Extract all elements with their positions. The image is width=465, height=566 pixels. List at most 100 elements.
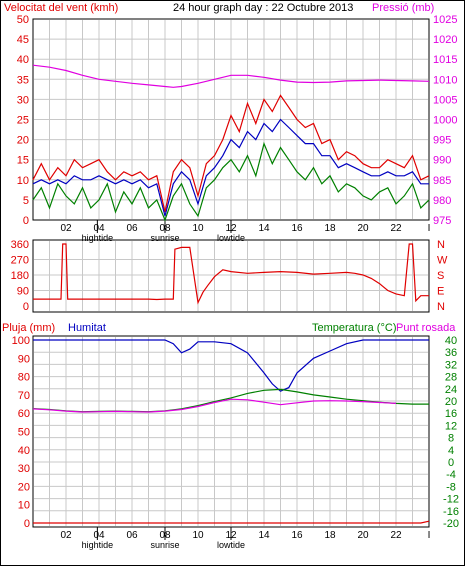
rain-humidity-tick-label: 0: [24, 518, 30, 530]
event-label-sunrise: sunrise: [150, 540, 179, 550]
x-tick-label: 06: [126, 530, 138, 541]
temperature-tick-label: -8: [446, 481, 456, 493]
wind-speed-series-red: [32, 94, 430, 213]
x-tick-label: 20: [357, 530, 369, 541]
pressure-tick-label: 1020: [433, 34, 457, 46]
x-tick-label: 18: [324, 223, 336, 234]
pressure-tick-label: 1010: [433, 74, 457, 86]
compass-label: W: [437, 255, 448, 267]
x-tick-label: 20: [357, 223, 369, 234]
rain-humidity-tick-label: 100: [12, 335, 30, 347]
x-tick-label: 18: [324, 530, 336, 541]
temperature-tick-label: 4: [448, 445, 454, 457]
wind-speed-series-green: [32, 141, 430, 222]
temperature-tick-label: 12: [445, 420, 457, 432]
pressure-tick-label: 1000: [433, 115, 457, 127]
wind-direction-line: [33, 243, 429, 305]
rain-humidity-tick-label: 50: [18, 427, 30, 439]
x-tick-label: 22: [390, 223, 402, 234]
humidity-line: [33, 339, 429, 392]
temperature-tick-label: 8: [448, 433, 454, 445]
wind-speed-tick-label: 45: [17, 34, 29, 46]
event-label-lowtide: lowtide: [217, 233, 245, 243]
wind-speed-tick-label: 20: [17, 135, 29, 147]
rain-humidity-tick-label: 10: [18, 500, 30, 512]
x-tick-label: I: [428, 223, 431, 234]
wind-speed-tick-label: 15: [17, 155, 29, 167]
wind-direction-tick-label: 180: [11, 270, 29, 282]
rain-axis-label: Pluja (mm): [2, 322, 55, 334]
pressure-tick-label: 1015: [433, 54, 457, 66]
rain-humidity-tick-label: 90: [18, 353, 30, 365]
x-tick-label: 02: [60, 530, 72, 541]
event-label-hightide: hightide: [82, 233, 114, 243]
rain-humidity-tick-label: 20: [18, 481, 30, 493]
pressure-tick-label: 975: [433, 215, 451, 227]
temperature-tick-label: 24: [445, 384, 457, 396]
wind-speed-axis-label: Velocitat del vent (kmh): [4, 2, 118, 14]
x-tick-label: 02: [60, 223, 72, 234]
temperature-tick-label: 32: [445, 359, 457, 371]
x-tick-label: 10: [192, 223, 204, 234]
event-label-lowtide: lowtide: [217, 540, 245, 550]
x-tick-label: 16: [291, 223, 303, 234]
temperature-tick-label: 20: [445, 396, 457, 408]
temperature-tick-label: 16: [445, 408, 457, 420]
event-label-sunrise: sunrise: [150, 233, 179, 243]
dewpoint-line: [32, 398, 397, 413]
temperature-tick-label: -16: [443, 506, 459, 518]
compass-label: N: [437, 239, 445, 251]
wind-speed-tick-label: 30: [17, 94, 29, 106]
temperature-tick-label: -4: [446, 469, 456, 481]
wind-direction-tick-label: 0: [23, 301, 29, 313]
pressure-tick-label: 985: [433, 175, 451, 187]
x-tick-label: 16: [291, 530, 303, 541]
pressure-axis-label: Pressió (mb): [372, 2, 434, 14]
rain-line: [33, 520, 430, 524]
temperature-tick-label: 40: [445, 335, 457, 347]
rain-humidity-tick-label: 40: [18, 445, 30, 457]
rain-humidity-tick-label: 30: [18, 463, 30, 475]
x-tick-label: 04: [93, 223, 105, 234]
wind-speed-tick-label: 10: [17, 175, 29, 187]
event-label-hightide: hightide: [82, 540, 114, 550]
pressure-line: [32, 64, 430, 88]
x-tick-label: 06: [126, 223, 138, 234]
wind-direction-tick-label: 90: [17, 286, 29, 298]
pressure-tick-label: 1025: [433, 14, 457, 26]
wind-speed-series-blue: [32, 118, 429, 217]
pressure-tick-label: 980: [433, 195, 451, 207]
wind-speed-tick-label: 25: [17, 115, 29, 127]
x-tick-label: 14: [258, 223, 270, 234]
rain-humidity-tick-label: 80: [18, 372, 30, 384]
temperature-tick-label: 28: [445, 372, 457, 384]
pressure-tick-label: 1005: [433, 94, 457, 106]
x-tick-label: 22: [390, 530, 402, 541]
wind-speed-tick-label: 40: [17, 54, 29, 66]
wind-direction-tick-label: 360: [11, 239, 29, 251]
temperature-axis-label: Temperatura (°C): [312, 322, 396, 334]
x-tick-label: 04: [93, 530, 105, 541]
pressure-tick-label: 995: [433, 135, 451, 147]
x-tick-label: I: [428, 530, 431, 541]
wind-speed-tick-label: 50: [17, 14, 29, 26]
compass-label: S: [437, 270, 444, 282]
temperature-tick-label: -12: [443, 494, 459, 506]
wind-speed-tick-label: 35: [17, 74, 29, 86]
compass-label: N: [437, 301, 445, 313]
temperature-tick-label: -20: [443, 518, 459, 530]
x-tick-label: 14: [258, 530, 270, 541]
humidity-label: Humitat: [68, 322, 106, 334]
dewpoint-label: Punt rosada: [396, 322, 456, 334]
pressure-tick-label: 990: [433, 155, 451, 167]
temperature-tick-label: 36: [445, 347, 457, 359]
rain-humidity-tick-label: 70: [18, 390, 30, 402]
wind-speed-tick-label: 0: [23, 215, 29, 227]
wind-direction-tick-label: 270: [11, 255, 29, 267]
wind-speed-tick-label: 5: [23, 195, 29, 207]
x-tick-label: 10: [192, 530, 204, 541]
chart-title: 24 hour graph day : 22 Octubre 2013: [173, 2, 353, 14]
rain-humidity-tick-label: 60: [18, 408, 30, 420]
